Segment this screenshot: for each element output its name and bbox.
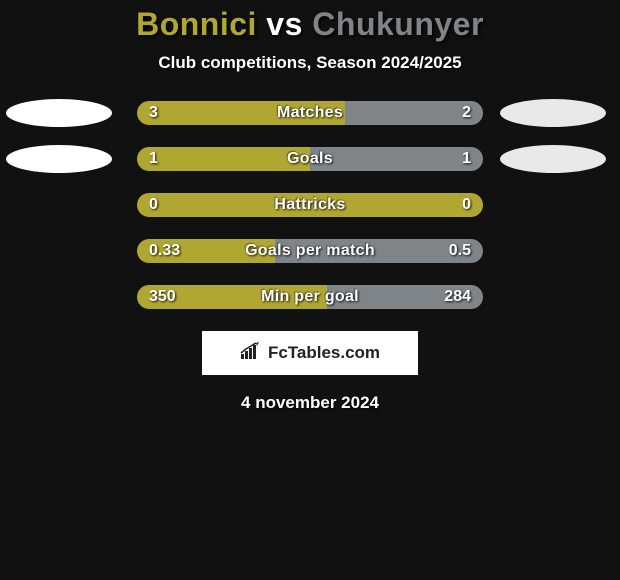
player2-marker (500, 99, 606, 127)
player2-name: Chukunyer (312, 6, 484, 42)
stat-bar: 0.330.5Goals per match (137, 239, 483, 263)
stat-label: Hattricks (137, 193, 483, 217)
player1-marker (6, 145, 112, 173)
stat-bar: 11Goals (137, 147, 483, 171)
brand-label: FcTables.com (268, 343, 380, 363)
player1-name: Bonnici (136, 6, 257, 42)
stat-bar: 350284Min per goal (137, 285, 483, 309)
stats-list: 32Matches 11Goals 00Hattricks 0.330.5Goals … (0, 101, 620, 309)
stat-label: Min per goal (137, 285, 483, 309)
bar-chart-icon (240, 342, 262, 365)
stat-row: 32Matches (0, 101, 620, 125)
subtitle: Club competitions, Season 2024/2025 (0, 53, 620, 73)
stat-label: Goals per match (137, 239, 483, 263)
player2-marker (500, 145, 606, 173)
stat-row: 00Hattricks (0, 193, 620, 217)
stat-row: 11Goals (0, 147, 620, 171)
stat-bar: 32Matches (137, 101, 483, 125)
stat-row: 0.330.5Goals per match (0, 239, 620, 263)
stat-label: Matches (137, 101, 483, 125)
stat-row: 350284Min per goal (0, 285, 620, 309)
page-title: Bonnici vs Chukunyer (0, 6, 620, 43)
brand-badge[interactable]: FcTables.com (202, 331, 418, 375)
vs-text: vs (257, 6, 312, 42)
date-text: 4 november 2024 (0, 393, 620, 413)
player1-marker (6, 99, 112, 127)
stat-label: Goals (137, 147, 483, 171)
stat-bar: 00Hattricks (137, 193, 483, 217)
comparison-card: Bonnici vs Chukunyer Club competitions, … (0, 0, 620, 413)
